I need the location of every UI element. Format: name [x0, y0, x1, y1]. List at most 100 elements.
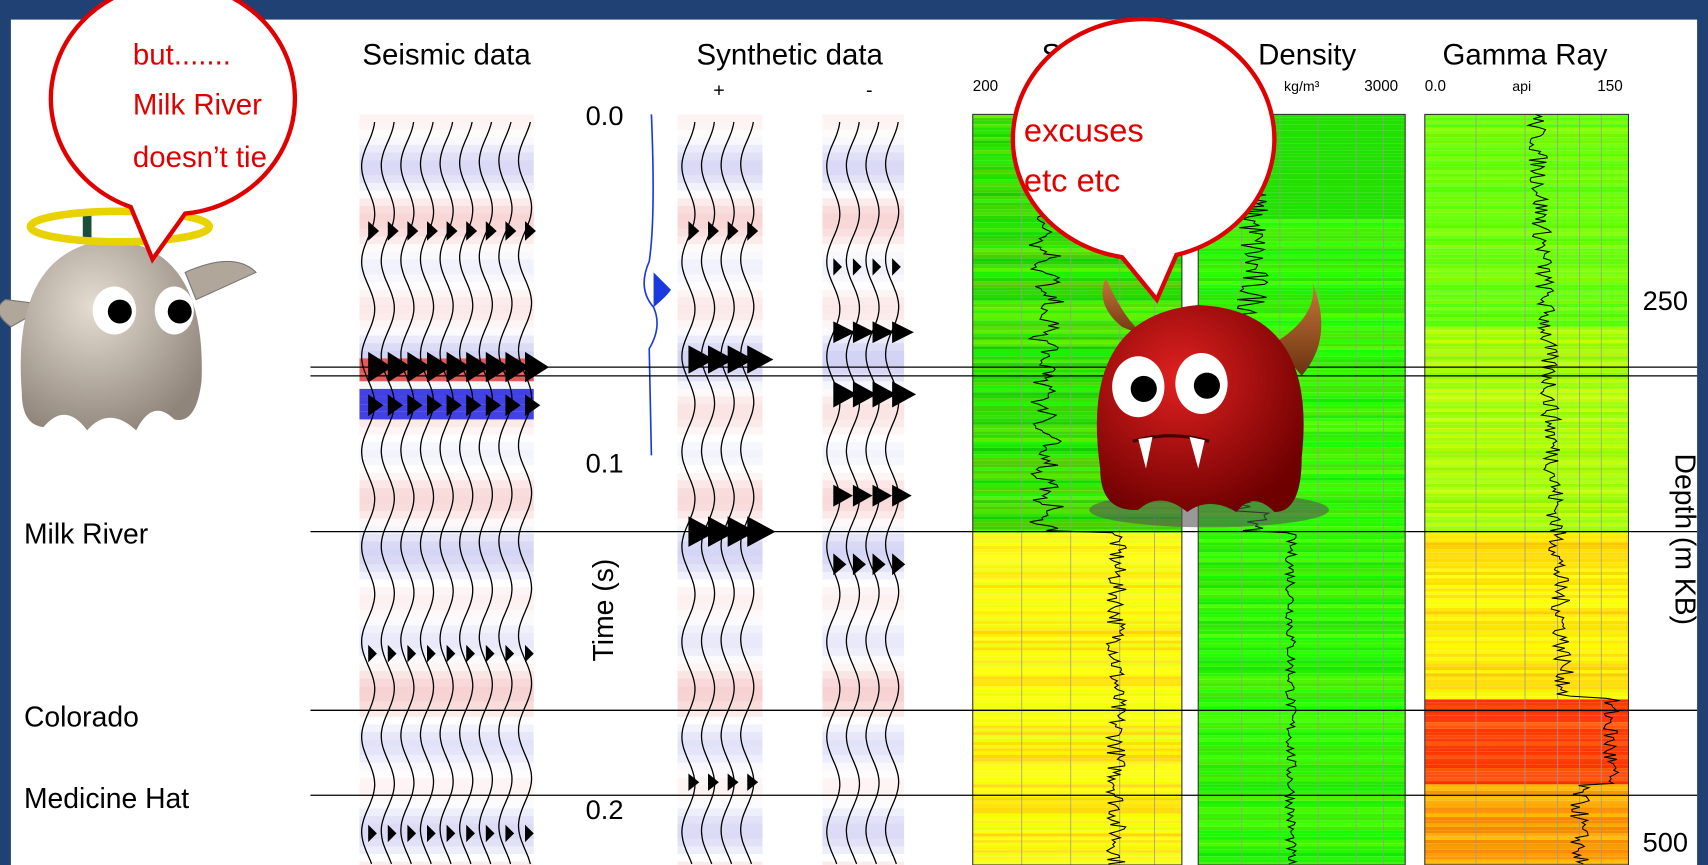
log-fill [972, 771, 1182, 775]
amplitude-band [359, 472, 534, 481]
log-fill [972, 715, 1182, 720]
log-fill [972, 839, 1182, 844]
log-fill [972, 506, 1182, 510]
log-fill [1198, 313, 1406, 318]
log-fill [972, 522, 1182, 527]
amplitude-band [677, 815, 763, 824]
amplitude-band [822, 130, 904, 138]
log-fill [1424, 241, 1629, 246]
amplitude-band [677, 449, 763, 458]
log-fill [972, 545, 1182, 550]
wiggle-peak [892, 484, 912, 507]
log-fill [1198, 732, 1406, 736]
log-fill [1198, 555, 1406, 559]
label: Seismic data [362, 38, 531, 71]
log-fill [972, 735, 1182, 739]
amplitude-band [822, 305, 905, 313]
log-fill [1424, 173, 1629, 177]
log-fill [1198, 379, 1406, 383]
amplitude-band [677, 305, 763, 313]
trace [478, 121, 494, 865]
log-fill [1424, 506, 1629, 510]
log-fill [1198, 820, 1406, 824]
wiggle-peak [525, 394, 541, 417]
log-fill [1424, 349, 1629, 353]
log-fill [972, 758, 1182, 762]
log-fill [972, 401, 1182, 406]
log-fill [1424, 346, 1629, 350]
amplitude-band [677, 785, 763, 794]
log-fill [1424, 395, 1629, 399]
log-fill [1424, 317, 1629, 321]
log-fill [1198, 483, 1406, 487]
log-fill [1424, 823, 1629, 827]
log-fill [972, 728, 1182, 733]
log-fill [1424, 640, 1629, 644]
log-fill [1424, 660, 1629, 664]
amplitude-band [822, 320, 905, 328]
wiggle-peak [525, 644, 534, 663]
amplitude-band [359, 335, 534, 344]
amplitude-band [677, 510, 763, 519]
log-fill [1424, 777, 1629, 782]
trace [517, 121, 533, 865]
log-fill [972, 307, 1182, 311]
amplitude-band [359, 305, 534, 313]
log-fill [1198, 183, 1406, 187]
log-fill [972, 526, 1182, 530]
amplitude-band [677, 251, 763, 260]
amplitude-band [677, 221, 763, 229]
amplitude-band [359, 343, 534, 351]
log-fill [972, 493, 1182, 497]
amplitude-band [678, 435, 763, 443]
log-fill [972, 643, 1182, 648]
log-fill [1198, 297, 1406, 301]
log-fill [1198, 173, 1406, 177]
log-fill [972, 813, 1182, 818]
log-fill [972, 297, 1182, 301]
log-fill [1424, 320, 1629, 324]
amplitude-band [822, 793, 905, 801]
log-fill [1198, 294, 1406, 298]
log-fill [1198, 552, 1406, 556]
wiggle-peak [427, 221, 438, 241]
log-fill [972, 369, 1182, 373]
amplitude-band [678, 580, 763, 588]
log-fill [972, 722, 1182, 726]
amplitude-band [359, 244, 534, 252]
log-fill [1424, 846, 1629, 850]
log-fill [1198, 735, 1406, 739]
trace [498, 121, 513, 865]
log-fill [1198, 140, 1406, 144]
amplitude-band [822, 259, 905, 267]
amplitude-band [822, 411, 905, 420]
log-fill [972, 732, 1182, 736]
amplitude-band [822, 602, 905, 611]
amplitude-band [677, 495, 763, 504]
log-fill [1424, 679, 1629, 684]
amplitude-band [822, 632, 905, 641]
log-fill [972, 712, 1182, 716]
log-fill [1198, 800, 1406, 804]
wiggle-peak [446, 824, 456, 843]
log-fill [972, 326, 1182, 331]
angel [0, 207, 257, 431]
log-curve [1027, 113, 1128, 865]
bubble-text: excuses [1024, 112, 1144, 149]
log-fill [972, 833, 1182, 837]
amplitude-band [677, 137, 763, 145]
log-fill [1198, 192, 1406, 197]
log-fill [972, 558, 1182, 563]
log-fill [1198, 581, 1406, 586]
panel [10, 19, 1698, 865]
log-fill [1424, 199, 1629, 203]
log-fill [1198, 215, 1406, 219]
log-fill [1198, 643, 1406, 648]
log-fill [1198, 568, 1406, 572]
log-fill [1198, 274, 1406, 278]
amplitude-band [359, 274, 534, 283]
amplitude-band [677, 648, 763, 656]
log-fill [1424, 186, 1629, 190]
log-fill [1198, 594, 1406, 599]
log-fill [1424, 405, 1629, 409]
